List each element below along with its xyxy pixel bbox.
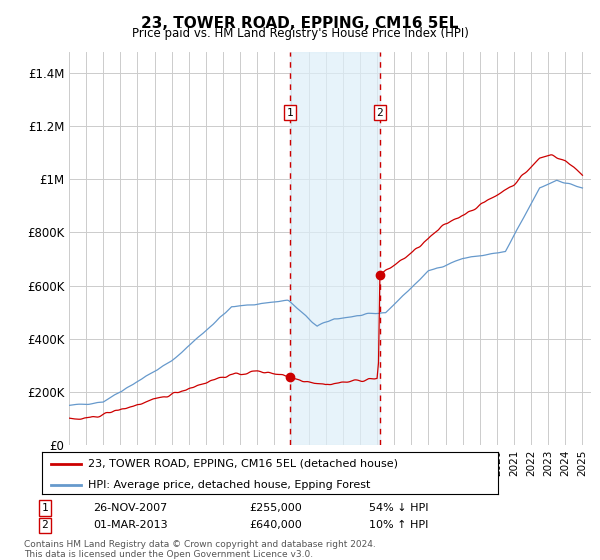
Text: £255,000: £255,000 [249,503,302,513]
Text: HPI: Average price, detached house, Epping Forest: HPI: Average price, detached house, Eppi… [88,480,370,489]
Text: £640,000: £640,000 [249,520,302,530]
Text: 23, TOWER ROAD, EPPING, CM16 5EL (detached house): 23, TOWER ROAD, EPPING, CM16 5EL (detach… [88,459,398,469]
Text: 1: 1 [41,503,49,513]
Text: 2: 2 [41,520,49,530]
Text: 01-MAR-2013: 01-MAR-2013 [93,520,167,530]
Text: 54% ↓ HPI: 54% ↓ HPI [369,503,428,513]
Text: 26-NOV-2007: 26-NOV-2007 [93,503,167,513]
Text: 10% ↑ HPI: 10% ↑ HPI [369,520,428,530]
Text: Contains HM Land Registry data © Crown copyright and database right 2024.
This d: Contains HM Land Registry data © Crown c… [24,540,376,559]
Text: 23, TOWER ROAD, EPPING, CM16 5EL: 23, TOWER ROAD, EPPING, CM16 5EL [142,16,458,31]
Bar [290,52,380,445]
Text: 2: 2 [377,108,383,118]
Text: Price paid vs. HM Land Registry's House Price Index (HPI): Price paid vs. HM Land Registry's House … [131,27,469,40]
Text: 1: 1 [286,108,293,118]
